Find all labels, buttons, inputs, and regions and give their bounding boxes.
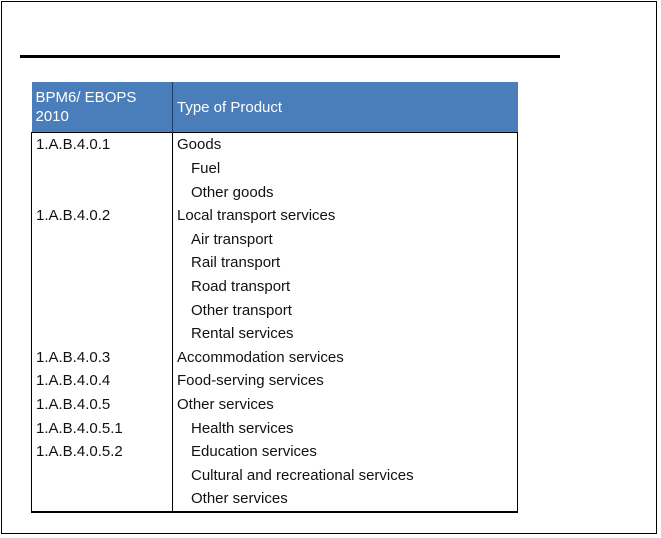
cell-product: Local transport services — [172, 204, 518, 228]
product-label: Fuel — [191, 160, 221, 177]
product-label: Road transport — [191, 277, 291, 295]
table-row: Cultural and recreational services — [31, 463, 518, 488]
header-code: BPM6/ EBOPS 2010 — [31, 82, 173, 133]
table-row: 1.A.B.4.0.5.2 Education services — [31, 440, 518, 464]
product-label: Other transport — [191, 301, 292, 319]
table-row: Road transport — [31, 274, 518, 299]
cell-product: Other services — [172, 487, 518, 513]
cell-code — [31, 298, 173, 323]
table-header-row: BPM6/ EBOPS 2010 Type of Product — [31, 82, 518, 133]
table-row: Other goods — [31, 180, 518, 205]
cell-product: Other services — [172, 392, 518, 417]
cell-code: 1.A.B.4.0.2 — [31, 204, 173, 228]
product-label: Rail transport — [191, 254, 281, 272]
product-label: Rental services — [191, 325, 294, 343]
product-label: Health services — [191, 419, 294, 437]
cell-product: Fuel — [172, 157, 518, 181]
header-product: Type of Product — [172, 82, 518, 133]
cell-code — [31, 322, 173, 346]
cell-product: Rental services — [172, 322, 518, 346]
table-row: 1.A.B.4.0.4 Food-serving services — [31, 369, 518, 393]
table-row: 1.A.B.4.0.5.1 Health services — [31, 416, 518, 441]
cell-code — [31, 227, 173, 252]
cell-product: Other goods — [172, 180, 518, 205]
cell-product: Road transport — [172, 274, 518, 299]
cell-code: 1.A.B.4.0.5.2 — [31, 440, 173, 464]
cell-product: Air transport — [172, 227, 518, 252]
cell-product: Goods — [172, 132, 518, 157]
cell-code — [31, 463, 173, 488]
table-row: Other transport — [31, 298, 518, 323]
cell-code: 1.A.B.4.0.4 — [31, 369, 173, 393]
table-row: Rental services — [31, 322, 518, 346]
cell-code — [31, 251, 173, 275]
cell-code: 1.A.B.4.0.1 — [31, 132, 173, 157]
product-label: Accommodation services — [177, 348, 344, 366]
cell-product: Accommodation services — [172, 345, 518, 370]
cell-product: Rail transport — [172, 251, 518, 275]
cell-code — [31, 180, 173, 205]
cell-product: Food-serving services — [172, 369, 518, 393]
product-label: Goods — [177, 136, 222, 154]
product-label: Cultural and recreational services — [191, 466, 414, 484]
table-row: 1.A.B.4.0.2 Local transport services — [31, 204, 518, 228]
table-row: 1.A.B.4.0.5 Other services — [31, 392, 518, 417]
product-label: Air transport — [191, 230, 273, 248]
cell-code: 1.A.B.4.0.5.1 — [31, 416, 173, 441]
title-rule — [20, 55, 560, 58]
product-label: Food-serving services — [177, 372, 324, 390]
product-label: Other services — [191, 490, 288, 508]
cell-product: Education services — [172, 440, 518, 464]
product-label: Other services — [177, 395, 274, 413]
product-label: Local transport services — [177, 207, 336, 225]
table-row: Air transport — [31, 227, 518, 252]
table-row: Other services — [31, 487, 518, 513]
cell-code — [31, 487, 173, 513]
cell-code: 1.A.B.4.0.5 — [31, 392, 173, 417]
cell-product: Cultural and recreational services — [172, 463, 518, 488]
table-row: 1.A.B.4.0.1 Goods — [31, 132, 518, 157]
table-row: Rail transport — [31, 251, 518, 275]
table-row: Fuel — [31, 157, 518, 181]
cell-code — [31, 274, 173, 299]
product-label: Other goods — [191, 183, 274, 201]
table-row: 1.A.B.4.0.3 Accommodation services — [31, 345, 518, 370]
cell-product: Health services — [172, 416, 518, 441]
product-label: Education services — [191, 443, 317, 461]
product-classification-table: BPM6/ EBOPS 2010 Type of Product 1.A.B.4… — [31, 82, 518, 513]
cell-product: Other transport — [172, 298, 518, 323]
cell-code — [31, 157, 173, 181]
cell-code: 1.A.B.4.0.3 — [31, 345, 173, 370]
